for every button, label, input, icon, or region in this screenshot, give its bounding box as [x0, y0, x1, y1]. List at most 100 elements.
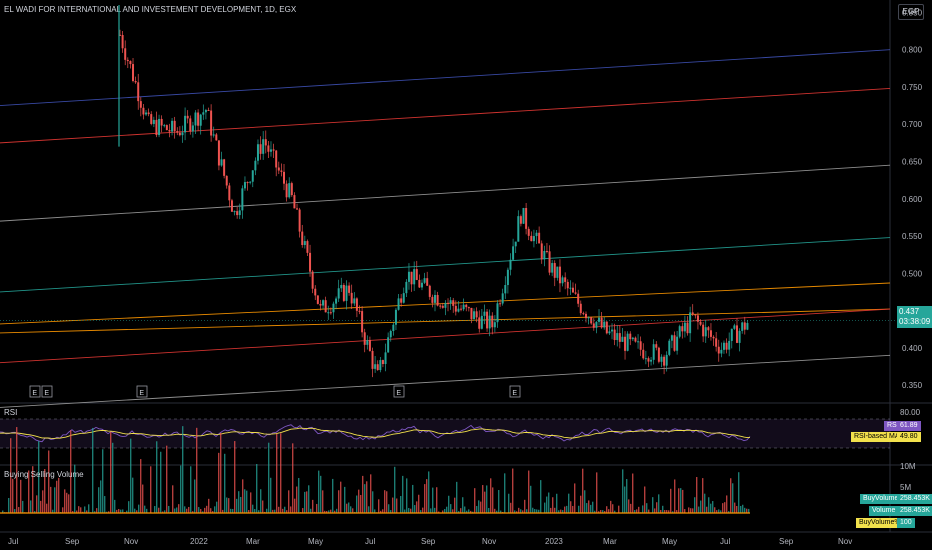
- volume-bar: [322, 490, 324, 513]
- candle-body: [238, 210, 241, 216]
- candle-body: [134, 80, 137, 83]
- candle-body: [280, 170, 283, 172]
- volume-bar: [302, 508, 304, 513]
- volume-bar: [518, 507, 520, 513]
- earnings-marker-label: E: [396, 390, 401, 397]
- volume-bar: [68, 494, 70, 513]
- candle-body: [676, 336, 679, 351]
- volume-bar: [160, 451, 162, 513]
- currency-button[interactable]: EGP: [898, 4, 924, 20]
- candle-body: [452, 300, 455, 306]
- volume-bar: [544, 502, 546, 513]
- volume-bar: [100, 480, 102, 513]
- volume-bar: [180, 465, 182, 513]
- volume-bar: [452, 509, 454, 513]
- volume-bar: [250, 492, 252, 513]
- candle-body: [410, 271, 413, 285]
- volume-bar: [608, 509, 610, 513]
- volume-bar: [28, 470, 30, 513]
- volume-bar: [230, 508, 232, 513]
- candle-body: [592, 323, 595, 328]
- volume-bar: [644, 486, 646, 513]
- candle-body: [327, 312, 330, 314]
- volume-bar: [42, 490, 44, 513]
- candle-body: [269, 149, 272, 152]
- volume-bar: [476, 506, 478, 513]
- candle-body: [251, 170, 254, 182]
- volume-bar: [638, 506, 640, 513]
- volume-bar: [444, 508, 446, 513]
- volume-bar: [58, 477, 60, 513]
- x-tick-label: 2022: [190, 537, 208, 546]
- candle-body: [561, 277, 564, 284]
- volume-bar: [438, 511, 440, 513]
- y-tick-label: 0.850: [902, 8, 923, 17]
- volume-bar: [734, 502, 736, 513]
- candle-body: [564, 277, 567, 282]
- candle-body: [350, 292, 353, 304]
- volume-bar: [564, 506, 566, 513]
- volume-bar: [386, 491, 388, 513]
- candle-body: [368, 340, 371, 351]
- volume-bar: [126, 510, 128, 513]
- candle-body: [290, 183, 293, 196]
- volume-bar: [370, 474, 372, 513]
- volume-bar: [390, 510, 392, 513]
- volume-bar: [162, 511, 164, 513]
- candle-body: [735, 325, 738, 343]
- candle-body: [322, 300, 325, 306]
- candle-body: [152, 119, 155, 124]
- candle-body: [670, 335, 673, 341]
- x-tick-label: Nov: [482, 537, 496, 546]
- candle-body: [358, 310, 361, 312]
- volume-bar: [590, 504, 592, 513]
- volume-bar: [524, 499, 526, 513]
- volume-bar: [436, 487, 438, 513]
- candle-body: [397, 298, 400, 310]
- volume-bar: [158, 507, 160, 513]
- volume-bar: [528, 470, 530, 513]
- volume-bar: [172, 485, 174, 513]
- candle-body: [532, 236, 535, 242]
- volume-bar: [364, 484, 366, 513]
- volume-bar: [234, 441, 236, 513]
- volume-bar: [684, 509, 686, 513]
- candle-body: [309, 252, 312, 272]
- volume-bar: [392, 497, 394, 513]
- volume-bar: [196, 427, 198, 513]
- candle-body: [637, 341, 640, 343]
- volume-bar: [368, 506, 370, 513]
- candle-body: [124, 48, 127, 60]
- volume-bar: [716, 510, 718, 513]
- volume-bar: [266, 508, 268, 513]
- volume-bar: [244, 489, 246, 513]
- volume-bar: [736, 505, 738, 513]
- volume-bar: [116, 509, 118, 513]
- volume-bar: [164, 510, 166, 513]
- candle-body: [728, 340, 731, 350]
- volume-bar: [8, 498, 10, 513]
- volume-bar: [414, 505, 416, 513]
- candle-body: [142, 107, 145, 115]
- candle-body: [595, 321, 598, 328]
- volume-bar: [642, 505, 644, 513]
- volume-bar: [240, 496, 242, 513]
- candle-body: [624, 336, 627, 351]
- candle-body: [262, 139, 265, 154]
- volume-bar: [508, 493, 510, 513]
- candle-body: [686, 322, 689, 334]
- candle-body: [441, 305, 444, 308]
- volume-bar: [64, 489, 66, 513]
- candle-body: [483, 311, 486, 316]
- candle-body: [178, 132, 181, 136]
- volume-bar: [32, 466, 34, 513]
- volume-bar: [56, 480, 58, 513]
- volume-bar: [378, 499, 380, 513]
- candle-body: [293, 195, 296, 209]
- volume-bar: [232, 508, 234, 513]
- volume-bar: [696, 476, 698, 513]
- y-tick-label: 0.400: [902, 344, 923, 353]
- candle-body: [722, 342, 725, 350]
- candle-body: [639, 341, 642, 350]
